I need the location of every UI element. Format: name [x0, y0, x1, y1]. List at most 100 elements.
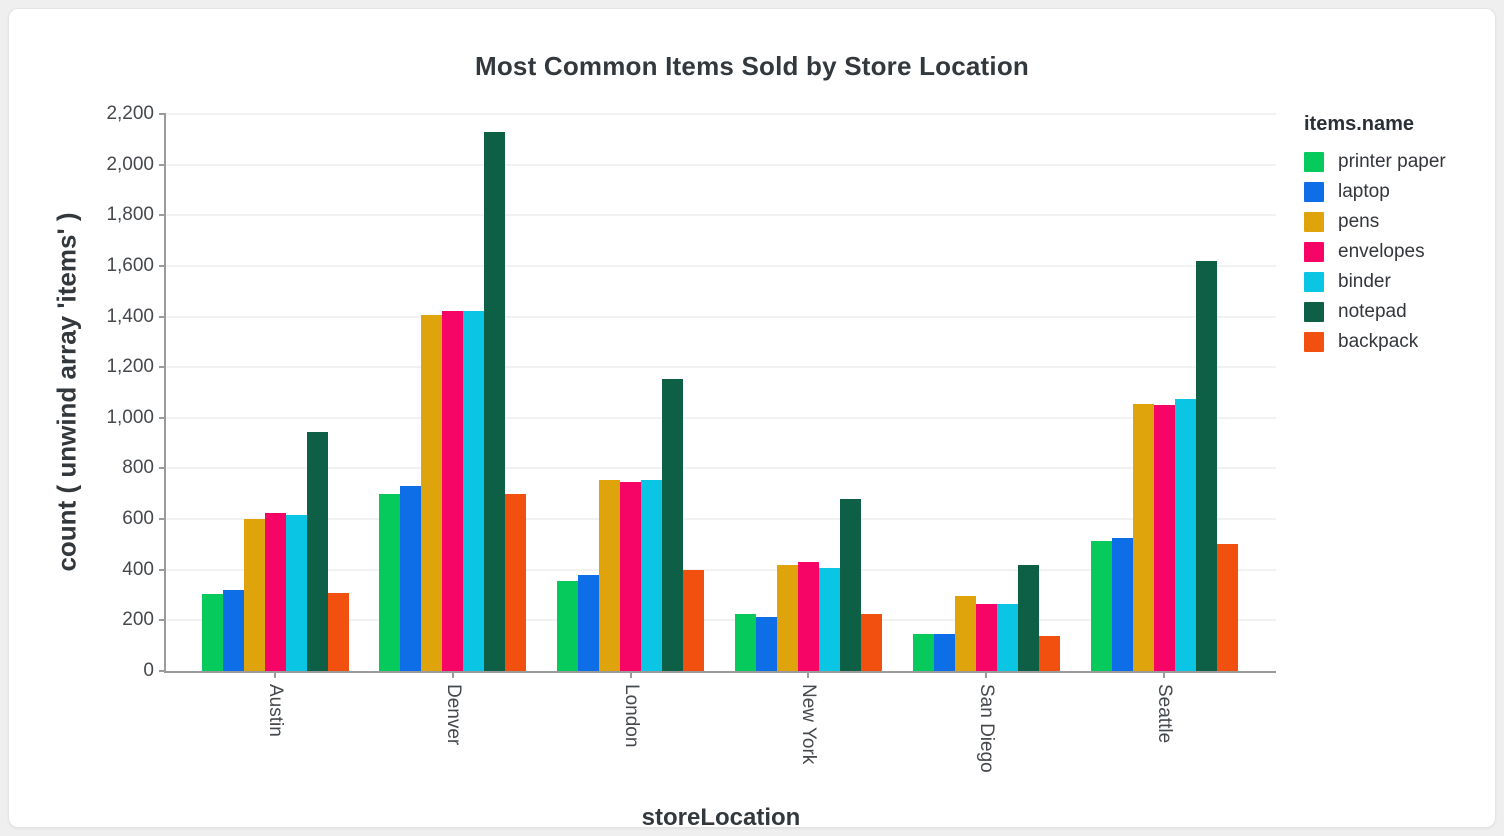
bar-printer-paper-seattle[interactable]	[1090, 540, 1112, 671]
bar-pens-london[interactable]	[599, 479, 621, 671]
y-tick-label: 200	[122, 609, 154, 631]
bar-pens-austin[interactable]	[243, 519, 265, 671]
x-tick-mark	[1163, 671, 1165, 678]
y-tick-label: 1,200	[106, 356, 154, 378]
legend-swatch-backpack	[1304, 332, 1324, 352]
bar-printer-paper-new-york[interactable]	[734, 614, 756, 671]
bar-binder-seattle[interactable]	[1174, 398, 1196, 671]
x-tick-mark	[451, 671, 454, 678]
bar-envelopes-san-diego[interactable]	[975, 603, 997, 671]
legend-label: envelopes	[1338, 241, 1425, 262]
x-tick-mark	[807, 671, 810, 678]
y-tick-mark	[159, 214, 166, 217]
gridline	[166, 416, 1276, 419]
gridline	[166, 568, 1276, 571]
y-tick-label: 600	[122, 508, 154, 530]
y-tick-label: 1,000	[106, 406, 154, 428]
legend-item-backpack: backpack	[1304, 327, 1446, 357]
legend-label: notepad	[1338, 301, 1407, 322]
x-tick-label: Austin	[265, 684, 286, 737]
legend-item-printer-paper: printer paper	[1304, 147, 1446, 177]
bar-binder-denver[interactable]	[463, 311, 485, 671]
gridline	[166, 214, 1276, 217]
legend-swatch-laptop	[1304, 182, 1324, 202]
x-axis-title: storeLocation	[641, 804, 801, 828]
bar-laptop-austin[interactable]	[222, 589, 244, 671]
gridline	[166, 264, 1276, 267]
legend-item-notepad: notepad	[1304, 297, 1446, 327]
legend-title: items.name	[1304, 113, 1415, 135]
x-axis-line	[164, 671, 1276, 673]
gridline	[166, 518, 1276, 521]
bar-backpack-london[interactable]	[683, 569, 705, 671]
y-tick-mark	[159, 670, 166, 672]
bar-notepad-new-york[interactable]	[839, 498, 861, 671]
bar-laptop-seattle[interactable]	[1111, 538, 1133, 671]
y-tick-mark	[159, 416, 166, 419]
y-tick-mark	[159, 366, 166, 369]
y-axis-line	[164, 114, 166, 671]
legend-swatch-binder	[1304, 272, 1324, 292]
bar-laptop-new-york[interactable]	[755, 616, 777, 671]
gridline	[166, 467, 1276, 470]
legend-item-pens: pens	[1304, 207, 1446, 237]
legend-swatch-notepad	[1304, 302, 1324, 322]
bar-backpack-san-diego[interactable]	[1038, 635, 1060, 671]
bar-backpack-austin[interactable]	[327, 592, 349, 671]
bar-backpack-new-york[interactable]	[860, 614, 882, 671]
y-tick-mark	[159, 467, 166, 470]
x-tick-mark	[274, 671, 276, 678]
bar-printer-paper-denver[interactable]	[379, 493, 401, 671]
bar-pens-new-york[interactable]	[776, 564, 798, 671]
bar-pens-san-diego[interactable]	[954, 596, 976, 671]
bar-printer-paper-austin[interactable]	[201, 593, 223, 671]
bar-envelopes-austin[interactable]	[264, 512, 286, 671]
x-tick-mark	[629, 671, 632, 678]
bar-binder-san-diego[interactable]	[996, 603, 1018, 671]
bar-pens-seattle[interactable]	[1132, 403, 1154, 671]
bar-binder-london[interactable]	[641, 479, 663, 671]
bar-backpack-seattle[interactable]	[1216, 544, 1238, 671]
legend-swatch-pens	[1304, 212, 1324, 232]
bar-backpack-denver[interactable]	[505, 493, 527, 671]
plot-area: 0 200 400 600 800 1,000 1,200 1,400 1,600 1,800 2,…	[9, 9, 1495, 827]
legend-label: backpack	[1338, 331, 1419, 352]
bar-notepad-austin[interactable]	[306, 431, 328, 671]
gridline	[166, 163, 1276, 166]
bar-envelopes-seattle[interactable]	[1153, 405, 1175, 671]
y-tick-label: 2,200	[106, 103, 154, 124]
bar-printer-paper-london[interactable]	[557, 581, 579, 671]
bar-binder-austin[interactable]	[285, 515, 307, 671]
gridline	[166, 619, 1276, 622]
bar-laptop-london[interactable]	[578, 574, 600, 671]
bar-notepad-seattle[interactable]	[1195, 260, 1217, 671]
y-tick-mark	[159, 619, 166, 622]
y-tick-label: 0	[143, 660, 154, 681]
y-tick-label: 1,400	[106, 305, 154, 327]
x-tick-label: Denver	[442, 684, 464, 746]
legend-label: binder	[1338, 271, 1391, 292]
bar-printer-paper-san-diego[interactable]	[912, 634, 934, 671]
bar-envelopes-new-york[interactable]	[797, 562, 819, 671]
y-tick-mark	[159, 518, 166, 521]
bar-binder-new-york[interactable]	[818, 568, 840, 671]
bar-notepad-denver[interactable]	[484, 131, 506, 671]
legend-label: printer paper	[1338, 151, 1446, 172]
bar-notepad-london[interactable]	[662, 378, 684, 671]
bar-pens-denver[interactable]	[421, 315, 443, 671]
x-tick-label: London	[620, 684, 642, 748]
bar-envelopes-london[interactable]	[620, 482, 642, 671]
chart-card: Most Common Items Sold by Store Location…	[8, 8, 1496, 828]
bar-envelopes-denver[interactable]	[442, 311, 464, 671]
bar-laptop-denver[interactable]	[400, 486, 422, 671]
legend-swatch-printer-paper	[1304, 152, 1324, 172]
y-tick-mark	[159, 315, 166, 318]
y-tick-mark	[159, 163, 166, 166]
gridline	[166, 113, 1276, 115]
y-tick-mark	[159, 568, 166, 571]
x-tick-label: New York	[798, 684, 820, 765]
bar-notepad-san-diego[interactable]	[1017, 564, 1039, 671]
bar-laptop-san-diego[interactable]	[933, 634, 955, 671]
y-tick-mark	[159, 264, 166, 267]
x-tick-label: San Diego	[976, 684, 998, 773]
